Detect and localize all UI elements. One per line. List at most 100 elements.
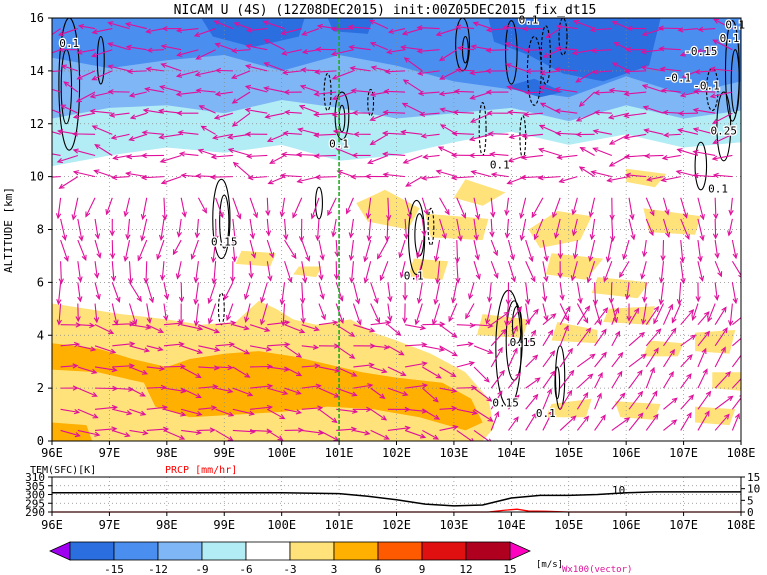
sub-x-tick-label: 106E [612, 518, 641, 532]
wind-arrow [586, 261, 596, 284]
arrow-head [671, 327, 677, 334]
arrow-shaft [380, 261, 389, 281]
arrow-shaft [454, 90, 475, 93]
wind-arrow [640, 303, 647, 326]
arrow-shaft [318, 321, 338, 326]
arrow-head [71, 214, 77, 221]
arrow-shaft [697, 240, 702, 262]
arrow-head [145, 324, 152, 330]
arrow-head [302, 277, 308, 284]
wind-arrow [594, 328, 607, 347]
wind-arrow [279, 282, 286, 306]
arrow-shaft [129, 366, 148, 375]
arrow-shaft [534, 218, 544, 240]
arrow-head [108, 112, 116, 118]
wind-arrow [111, 282, 121, 303]
wind-arrow [473, 345, 494, 355]
arrow-shaft [559, 282, 564, 300]
arrow-head [351, 371, 358, 377]
arrow-head [625, 46, 632, 53]
arrow-shaft [576, 112, 595, 122]
wind-arrow [283, 109, 302, 116]
wind-arrow [349, 65, 371, 72]
arrow-head [384, 235, 390, 242]
arrow-head [433, 256, 440, 263]
wind-arrow [645, 413, 659, 431]
arrow-head [720, 346, 726, 353]
arrow-shaft [52, 176, 61, 178]
wind-arrow [714, 371, 732, 389]
wind-arrow [439, 405, 458, 412]
wind-arrow [571, 49, 595, 56]
arrow-shaft [129, 429, 148, 434]
arrow-shaft [542, 370, 556, 389]
wind-arrow [314, 69, 337, 75]
arrow-shaft [353, 384, 373, 389]
arrow-head [691, 314, 697, 321]
arrow-head [92, 413, 99, 419]
arrow-shaft [232, 324, 249, 330]
arrow-head [227, 134, 234, 140]
colorbar-label: 15 [503, 563, 516, 575]
arrow-shaft [77, 282, 81, 302]
arrow-head [300, 67, 307, 73]
arrow-shaft [216, 69, 233, 72]
contour-label: 0.1 [519, 13, 539, 26]
wind-arrow [198, 384, 219, 390]
arrow-head [207, 297, 213, 305]
wind-arrow [140, 174, 164, 181]
arrow-head [475, 213, 481, 221]
arrow-shaft [195, 303, 199, 326]
wind-arrow [265, 197, 271, 217]
arrow-head [376, 253, 383, 260]
arrow-head [94, 233, 101, 240]
wind-arrow [128, 303, 138, 326]
wind-arrow [91, 125, 113, 135]
arrow-head [570, 415, 577, 422]
arrow-shaft [315, 70, 337, 73]
wind-arrow [640, 261, 647, 280]
arrow-shaft [680, 261, 685, 284]
wind-arrow [455, 261, 461, 284]
arrow-shaft [350, 261, 354, 283]
arrow-head [196, 410, 203, 417]
wind-arrow [697, 410, 710, 431]
wind-arrow [146, 282, 155, 304]
wind-arrow [507, 347, 518, 368]
wind-arrow [105, 197, 113, 216]
contour-negative [540, 25, 551, 85]
arrow-shaft [505, 42, 526, 51]
arrow-shaft [178, 131, 199, 135]
arrow-shaft [176, 70, 199, 77]
wind-arrow [248, 261, 254, 279]
wind-arrow [299, 84, 320, 93]
arrow-head [384, 68, 391, 75]
arrow-shaft [284, 387, 301, 395]
arrow-head [499, 369, 505, 376]
wind-arrow [207, 303, 217, 325]
arrow-shaft [473, 324, 493, 327]
wind-arrow [314, 174, 337, 180]
shade-region [505, 78, 563, 98]
wind-arrow [416, 25, 440, 31]
arrow-shaft [94, 261, 98, 278]
arrow-shaft [614, 42, 630, 51]
arrow-shaft [163, 343, 184, 347]
arrow-head [113, 319, 119, 326]
arrow-shaft [680, 240, 684, 262]
arrow-head [105, 209, 111, 216]
arrow-head [355, 298, 361, 305]
arrow-head [506, 85, 513, 91]
wind-arrow [58, 176, 79, 189]
wind-arrow [52, 176, 61, 178]
wind-arrow [146, 365, 166, 372]
wind-arrow [697, 261, 705, 282]
arrow-head [244, 84, 252, 91]
wind-arrow [140, 152, 164, 159]
arrow-head [127, 278, 134, 285]
wind-arrow [576, 415, 590, 431]
wind-arrow [609, 218, 616, 243]
arrow-head [313, 91, 320, 97]
arrow-head [530, 329, 537, 336]
arrow-shaft [94, 218, 99, 239]
